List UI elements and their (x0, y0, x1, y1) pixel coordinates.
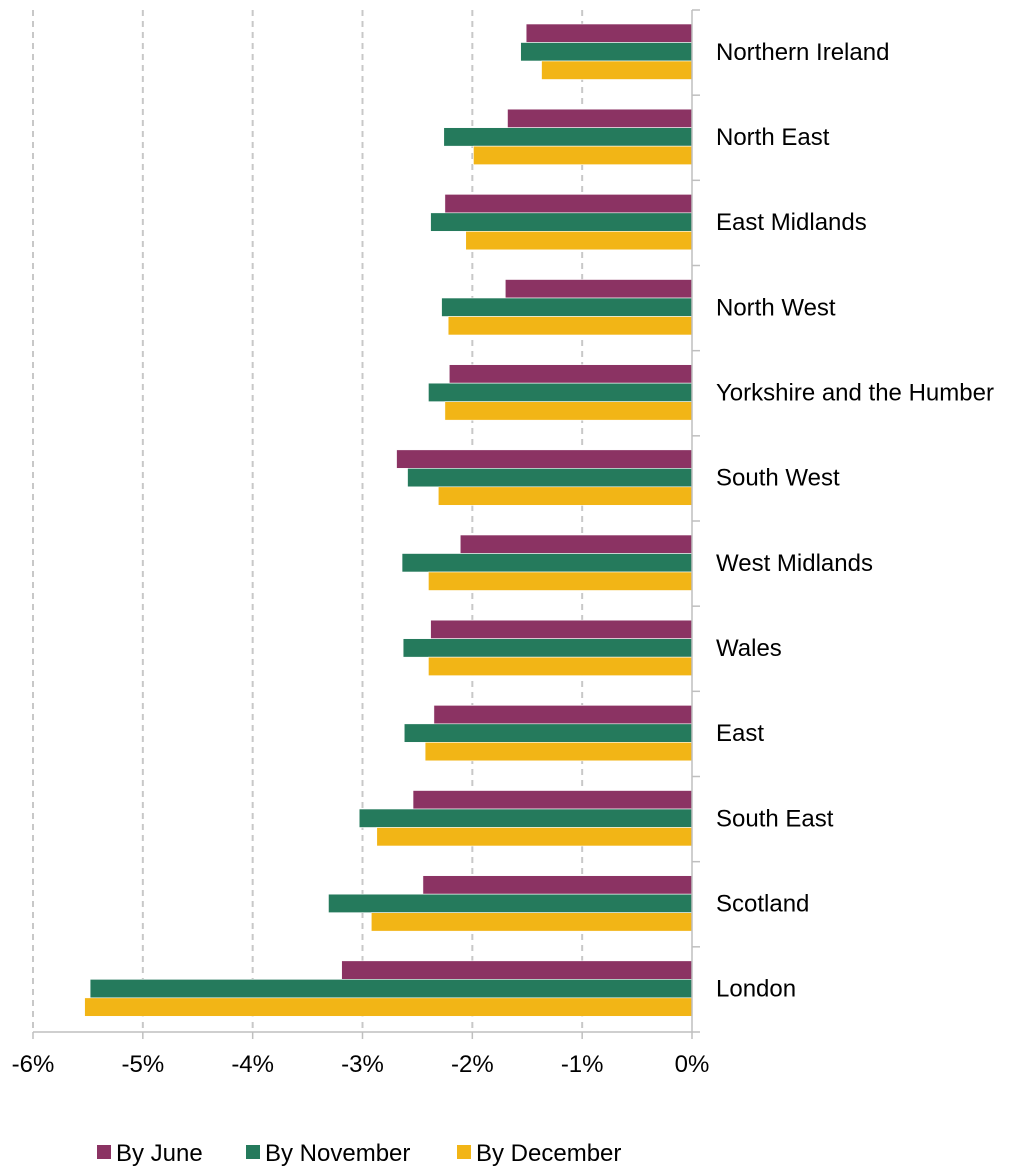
bar-by-november (358, 808, 693, 828)
legend-item: By November (246, 1140, 410, 1167)
bar-by-june (459, 534, 693, 554)
legend-item: By June (97, 1140, 203, 1167)
bar-by-june (341, 960, 693, 980)
category-label: Yorkshire and the Humber (716, 379, 994, 406)
bar-by-november (402, 638, 693, 658)
bar-by-november (328, 893, 693, 913)
legend-label: By November (265, 1140, 410, 1167)
bar-by-december (376, 827, 693, 847)
bar-by-june (412, 790, 693, 810)
bar-by-november (430, 212, 693, 232)
bar-by-june (422, 875, 693, 895)
bar-by-june (430, 619, 693, 639)
bar-by-december (541, 60, 693, 80)
gridlines (32, 10, 584, 1032)
bar-by-december (424, 742, 693, 762)
bar-by-december (473, 145, 693, 165)
bar-by-june (396, 449, 693, 469)
category-label: London (716, 976, 796, 1003)
category-label: South East (716, 805, 834, 832)
category-label: North West (716, 294, 836, 321)
bar-by-december (428, 571, 693, 591)
x-tick-label: -5% (121, 1051, 164, 1078)
x-tick-label: -1% (561, 1051, 604, 1078)
x-tick-label: -4% (231, 1051, 274, 1078)
bar-by-november (401, 553, 693, 573)
bar-by-november (428, 382, 693, 402)
category-label: North East (716, 124, 830, 151)
bar-by-november (403, 723, 693, 743)
bar-by-june (444, 194, 693, 214)
bar-by-june (433, 705, 693, 725)
axes (32, 9, 700, 1039)
legend-swatch (246, 1145, 260, 1159)
bars (84, 23, 693, 1017)
bar-by-december (444, 401, 693, 421)
bar-by-december (465, 231, 693, 251)
bar-by-june (525, 23, 693, 43)
legend-label: By June (116, 1140, 203, 1167)
legend: By June By November By December (97, 1140, 621, 1167)
bar-by-june (448, 364, 693, 384)
legend-label: By December (476, 1140, 621, 1167)
bar-by-november (443, 127, 693, 147)
category-labels: Northern Ireland North East East Midlands N… (716, 39, 994, 1003)
x-tick-label: 0% (675, 1051, 710, 1078)
category-label: East (716, 720, 764, 747)
x-tick-labels: -6% -5% -4% -3% -2% -1% 0% (12, 1051, 710, 1078)
bar-by-december (437, 486, 693, 506)
bar-by-december (370, 912, 693, 932)
x-tick-label: -3% (341, 1051, 384, 1078)
bar-by-december (447, 316, 693, 336)
bar-by-june (504, 279, 693, 299)
bar-by-november (441, 297, 693, 317)
legend-item: By December (457, 1140, 621, 1167)
bar-by-december (428, 656, 693, 676)
category-label: South West (716, 465, 840, 492)
bar-by-november (89, 979, 693, 999)
category-label: West Midlands (716, 550, 873, 577)
legend-swatch (97, 1145, 111, 1159)
bar-by-december (84, 997, 693, 1017)
x-tick-label: -6% (12, 1051, 55, 1078)
legend-swatch (457, 1145, 471, 1159)
category-label: East Midlands (716, 209, 867, 236)
category-label: Northern Ireland (716, 39, 889, 66)
x-tick-label: -2% (451, 1051, 494, 1078)
bar-by-november (407, 468, 693, 488)
bar-by-november (520, 42, 693, 62)
bar-by-june (507, 108, 693, 128)
category-label: Scotland (716, 890, 809, 917)
category-label: Wales (716, 635, 782, 662)
